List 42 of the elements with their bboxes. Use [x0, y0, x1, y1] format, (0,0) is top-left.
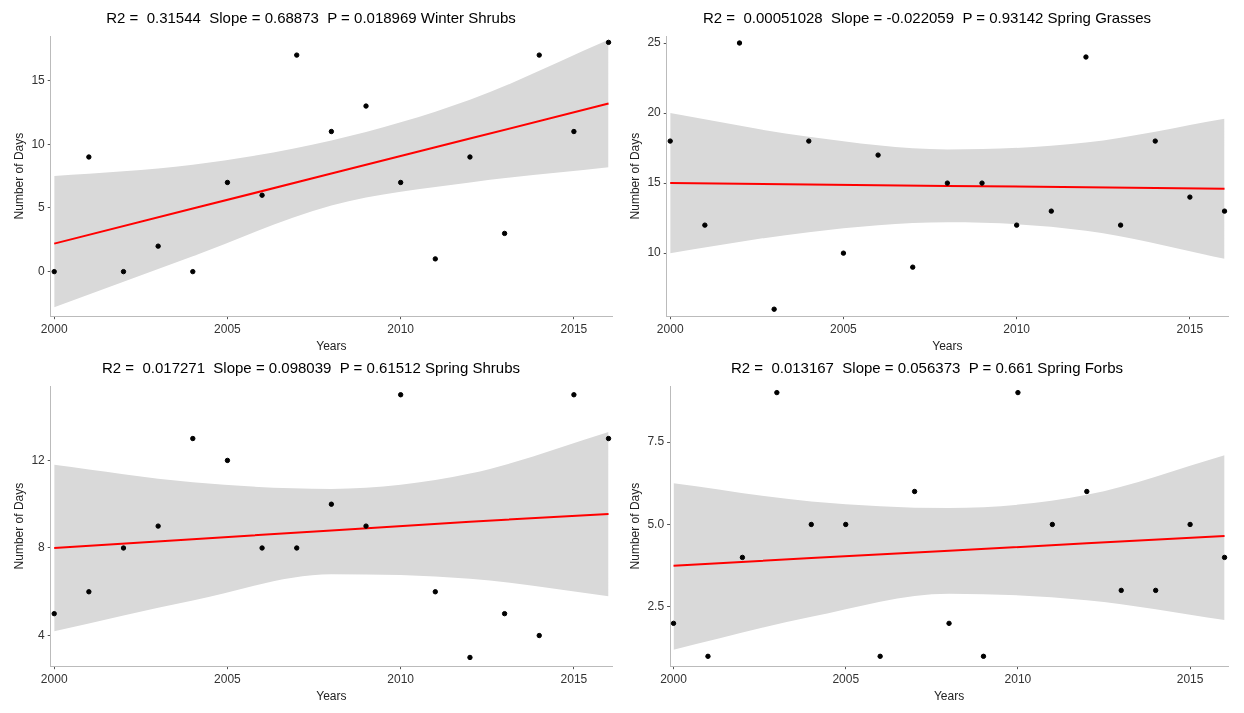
x-tick-label: 2015 [560, 321, 588, 336]
y-tick-label: 5 [38, 200, 46, 215]
y-axis-title: Number of Days [627, 132, 642, 220]
chart-title: R2 = 0.013167 Slope = 0.056373 P = 0.661 Spring Forbs [730, 359, 1124, 377]
x-axis-title: Years [316, 689, 347, 704]
x-axis-title: Years [316, 339, 347, 354]
x-tick-label: 2000 [656, 321, 684, 336]
y-tick-label: 5.0 [647, 516, 665, 531]
x-tick-label: 2005 [830, 321, 858, 336]
y-tick-label: 0 [38, 263, 46, 278]
x-tick-label: 2005 [832, 671, 860, 686]
y-tick-label: 2.5 [647, 599, 665, 614]
x-tick-label: 2010 [1004, 671, 1032, 686]
y-tick-label: 8 [38, 540, 46, 555]
x-tick-label: 2010 [387, 321, 415, 336]
y-axis-title: Number of Days [627, 482, 642, 570]
x-tick-label: 2000 [40, 321, 68, 336]
y-tick-label: 7.5 [647, 434, 665, 449]
y-tick-label: 4 [38, 627, 46, 642]
y-tick-label: 12 [31, 452, 46, 467]
x-tick-label: 2005 [214, 671, 242, 686]
chart-title: R2 = 0.00051028 Slope = -0.022059 P = 0.93142 Spring Grasses [703, 9, 1151, 27]
x-tick-label: 2015 [1176, 321, 1204, 336]
x-tick-label: 2015 [560, 671, 588, 686]
chart-title: R2 = 0.31544 Slope = 0.68873 P = 0.018969 Winter Shrubs [106, 9, 516, 27]
y-tick-label: 10 [31, 136, 46, 151]
x-tick-label: 2000 [40, 671, 68, 686]
y-axis-title: Number of Days [11, 482, 26, 570]
y-tick-label: 15 [31, 72, 46, 87]
x-tick-label: 2015 [1176, 671, 1204, 686]
x-tick-label: 2010 [1003, 321, 1031, 336]
y-tick-label: 25 [647, 35, 662, 50]
x-tick-label: 2005 [214, 321, 242, 336]
x-tick-label: 2010 [387, 671, 415, 686]
chart-title: R2 = 0.017271 Slope = 0.098039 P = 0.61512 Spring Shrubs [102, 359, 520, 377]
x-tick-label: 2000 [660, 671, 688, 686]
y-tick-label: 10 [647, 245, 662, 260]
x-axis-title: Years [933, 689, 965, 704]
y-tick-label: 20 [647, 105, 662, 120]
y-axis-title: Number of Days [11, 132, 26, 220]
x-axis-title: Years [932, 339, 963, 354]
y-tick-label: 15 [647, 175, 662, 190]
